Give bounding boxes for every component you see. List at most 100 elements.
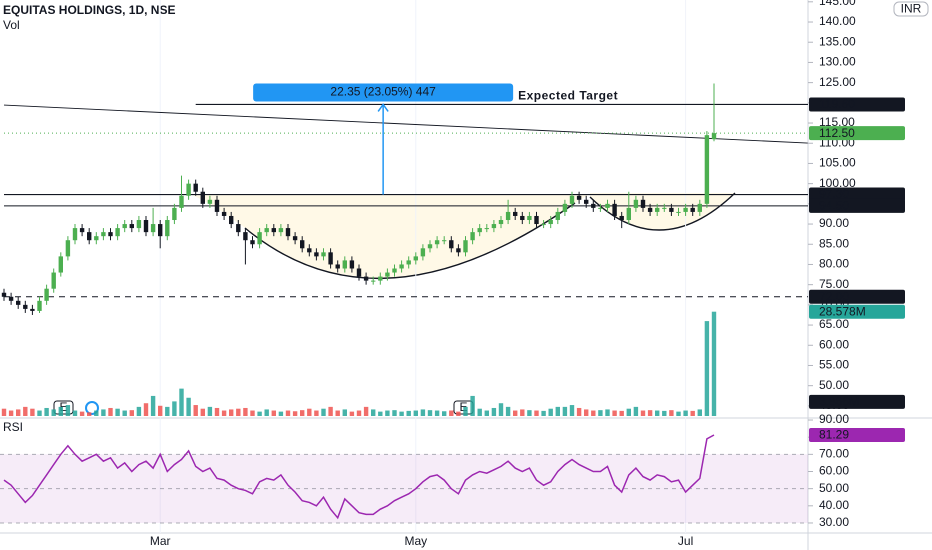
volume-bar [44, 407, 49, 416]
candle-body [58, 256, 63, 273]
volume-bar [392, 410, 397, 416]
volume-bar [569, 405, 575, 416]
volume-bar [200, 408, 205, 416]
volume-bar [257, 411, 262, 416]
rsi-last-label: 81.29 [819, 428, 849, 442]
volume-bar [463, 406, 468, 416]
candle-body [349, 260, 355, 269]
candle-body [640, 199, 646, 208]
y-tick-label: 145.00 [819, 0, 856, 8]
measure-arrowhead [377, 103, 389, 112]
volume-bar [371, 409, 376, 416]
chart-title: EQUITAS HOLDINGS, 1D, NSE [3, 3, 175, 17]
volume-bar [79, 411, 85, 416]
candle-body [513, 211, 518, 216]
rsi-y-tick-label: 60.00 [819, 464, 849, 478]
volume-bar [555, 406, 560, 416]
volume-bar [172, 401, 177, 416]
y-tick-label: 80.00 [819, 257, 849, 271]
candle-body [442, 240, 447, 242]
volume-bar [548, 408, 553, 416]
volume-bar [236, 408, 241, 416]
volume-bar [683, 410, 688, 416]
volume-ma-label: 3.866M [819, 395, 859, 409]
volume-bar [37, 410, 42, 416]
handle-fill [590, 193, 735, 231]
candle-body [23, 304, 28, 309]
volume-bar [65, 405, 71, 416]
earnings-marker[interactable]: E [53, 400, 74, 415]
candle-body [569, 195, 575, 204]
candle-body [129, 224, 134, 229]
volume-bar [534, 410, 539, 416]
candle-body [711, 133, 717, 140]
trendline [3, 104, 808, 144]
x-tick-label: Jul [678, 534, 693, 548]
volume-bar [662, 410, 667, 416]
volume-ma-label-box [809, 394, 905, 409]
y-tick-label: 60.00 [819, 337, 849, 351]
volume-bar [193, 405, 198, 416]
volume-bar [690, 410, 695, 416]
candle-body [30, 308, 35, 311]
candle-body [434, 240, 440, 245]
y-tick-label: 85.00 [819, 236, 849, 250]
candle-body [122, 224, 127, 229]
candle-body [371, 280, 376, 282]
volume-bar [72, 410, 78, 416]
price-line-label: 72.00 [819, 289, 849, 303]
handle-curve [589, 192, 736, 231]
candle-body [463, 240, 468, 253]
volume-title: Vol [3, 18, 20, 32]
candle-body [229, 215, 234, 225]
candle-body [321, 252, 326, 257]
candle-body [193, 183, 198, 192]
earnings-label[interactable]: E [59, 400, 67, 414]
candle-body [165, 220, 170, 237]
candle-body [484, 228, 489, 230]
rsi-y-tick-label: 70.00 [819, 447, 849, 461]
y-tick-label: 135.00 [819, 34, 856, 48]
candle-body [108, 232, 113, 237]
y-tick-label: 90.00 [819, 216, 849, 230]
candle-body [534, 215, 539, 225]
price-line-label-box [809, 198, 905, 213]
currency-box[interactable] [893, 1, 929, 17]
candle-body [427, 244, 433, 249]
candle-body [605, 203, 610, 208]
volume-bar [207, 406, 213, 416]
rsi-y-tick-label: 50.00 [819, 481, 849, 495]
y-tick-label: 55.00 [819, 358, 849, 372]
price-line-label-box [809, 97, 905, 112]
candle-body [356, 268, 362, 277]
currency-label[interactable]: INR [901, 2, 922, 16]
candle-body [300, 240, 305, 249]
volume-bar [328, 406, 333, 416]
candle-body [243, 232, 248, 241]
candle-body [697, 203, 702, 212]
candle-body [44, 288, 49, 301]
candle-body [420, 248, 426, 257]
candle-body [16, 300, 21, 305]
volume-last-label-box [809, 304, 905, 319]
candle-body [214, 199, 220, 212]
volume-bar [300, 410, 305, 416]
volume-bar [356, 410, 362, 416]
candle-body [690, 207, 695, 212]
candle-body [37, 300, 42, 311]
price-line-label: 97.30 [819, 187, 849, 201]
volume-bar [214, 407, 220, 416]
candle-body [378, 276, 383, 281]
candle-body [221, 211, 227, 216]
volume-bar [378, 411, 383, 416]
volume-bar [669, 410, 674, 416]
volume-bar [250, 410, 255, 416]
volume-bar [584, 409, 589, 416]
volume-bar [16, 409, 21, 416]
candle-body [179, 195, 184, 208]
candle-body [207, 199, 213, 204]
volume-bar [633, 406, 639, 416]
